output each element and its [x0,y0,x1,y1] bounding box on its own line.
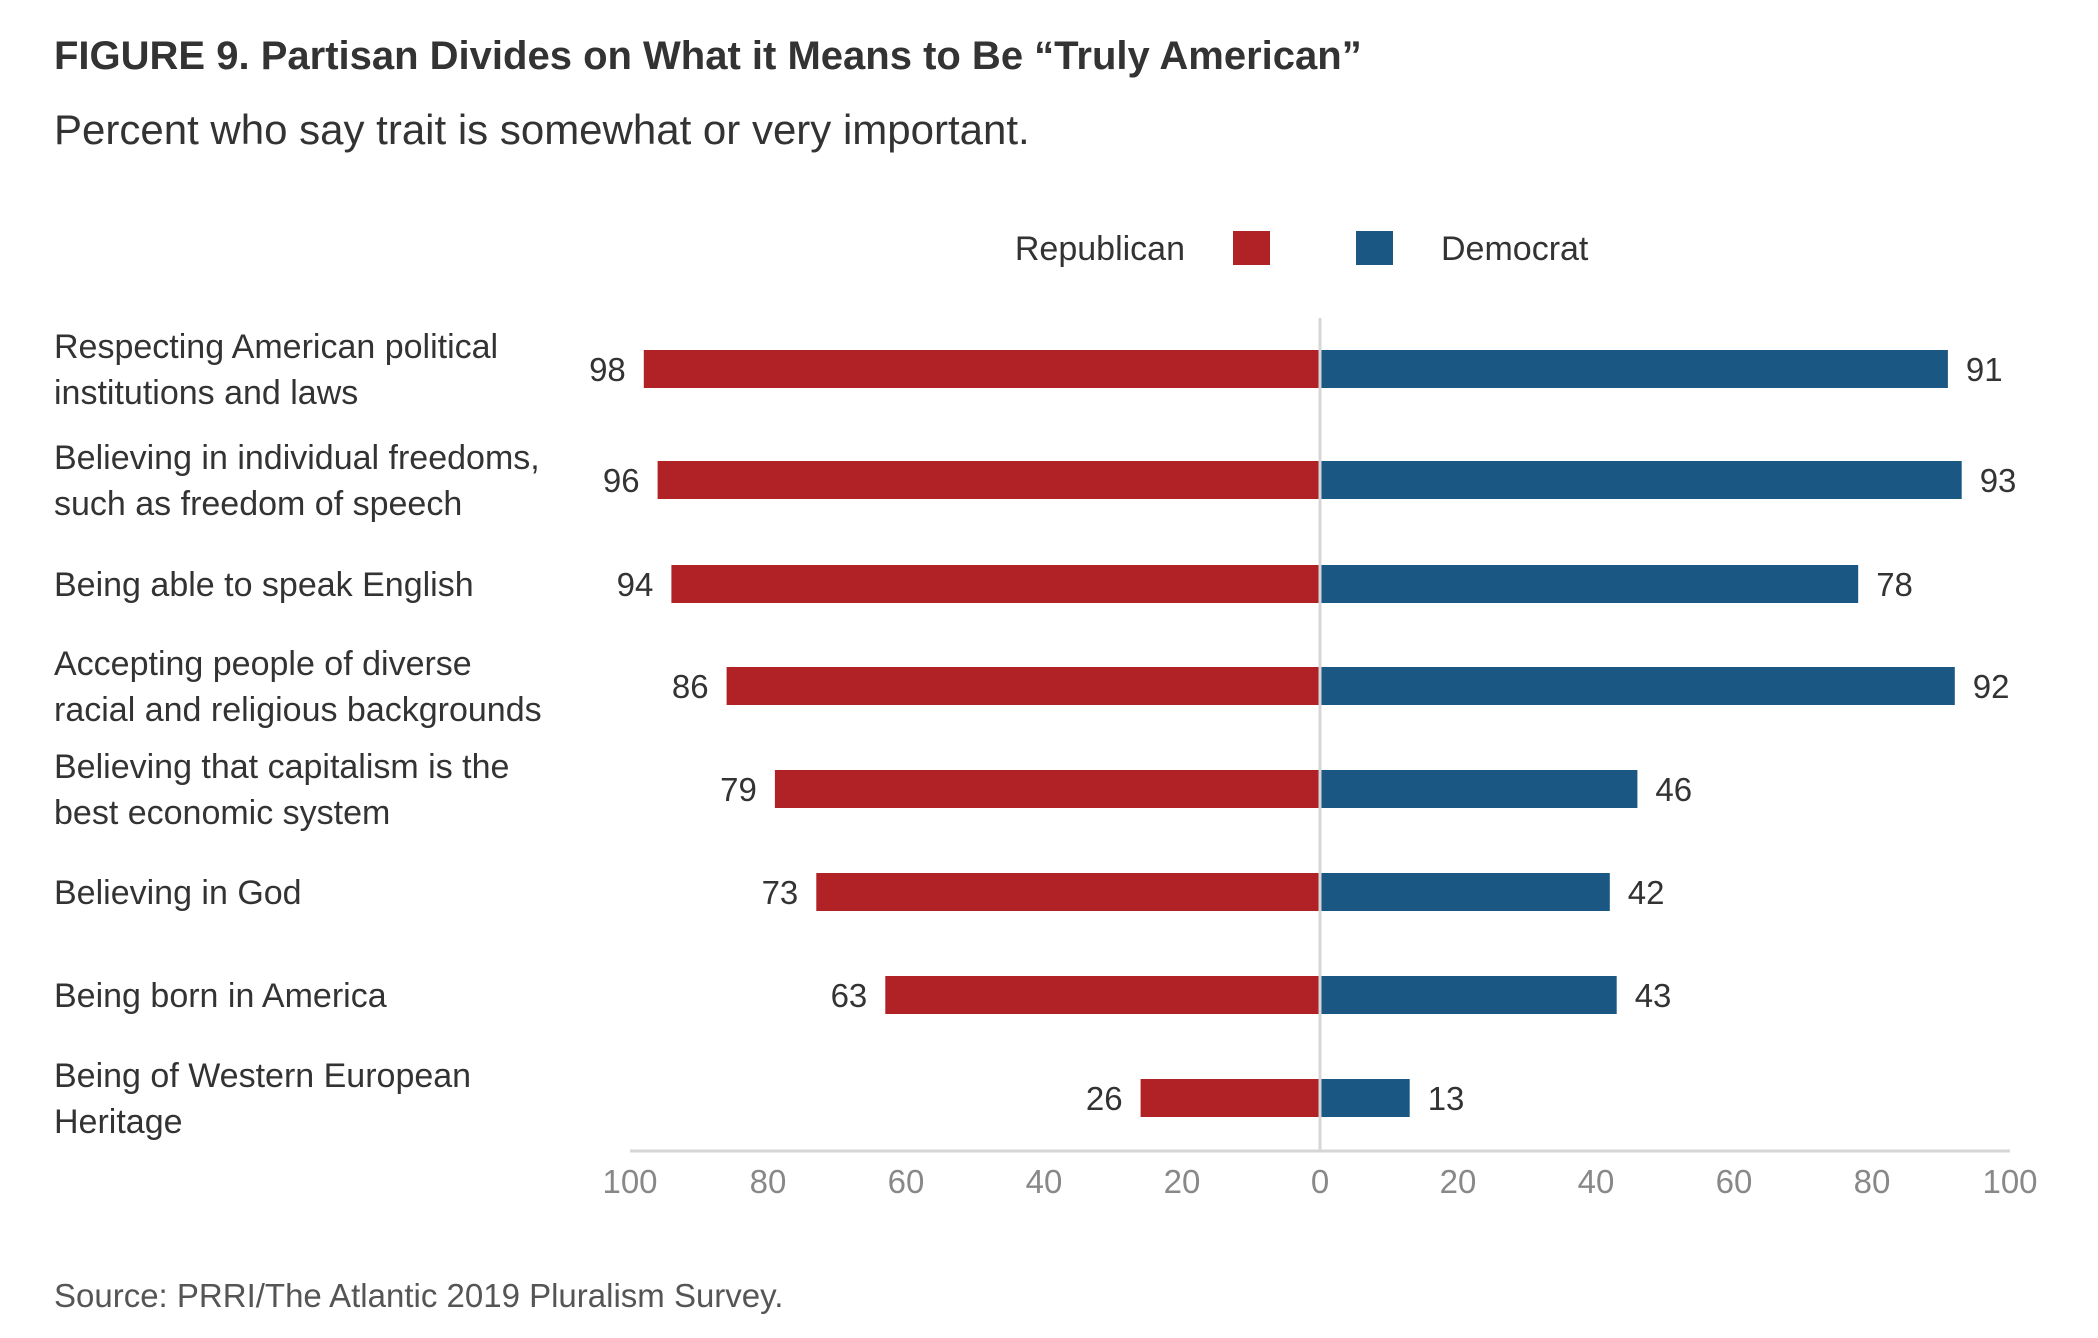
legend-swatch-democrat [1356,231,1393,265]
bar-democrat [1320,565,1859,603]
value-label-democrat: 43 [1635,977,1672,1014]
x-tick-label: 80 [750,1163,787,1200]
x-tick-label: 40 [1026,1163,1063,1200]
x-tick-label: 20 [1164,1163,1201,1200]
legend-label-democrat: Democrat [1441,230,1589,268]
value-label-democrat: 46 [1655,771,1692,808]
category-label: Being born in America [54,977,387,1015]
x-tick-label: 20 [1440,1163,1477,1200]
value-label-democrat: 91 [1966,351,2003,388]
category-label: such as freedom of speech [54,485,462,523]
legend-label-republican: Republican [1015,230,1185,268]
source-note: Source: PRRI/The Atlantic 2019 Pluralism… [54,1277,784,1314]
x-tick-label: 60 [888,1163,925,1200]
x-tick-label: 100 [1982,1163,2037,1200]
value-label-democrat: 93 [1980,462,2017,499]
category-label: Being able to speak English [54,566,474,604]
value-label-democrat: 42 [1628,874,1665,911]
value-label-republican: 96 [603,462,640,499]
value-label-republican: 94 [617,566,654,603]
value-label-republican: 63 [831,977,868,1014]
bar-democrat [1320,873,1610,911]
category-label: Believing in God [54,874,302,912]
value-label-democrat: 13 [1428,1080,1465,1117]
value-label-republican: 79 [720,771,757,808]
legend-swatch-republican [1233,231,1270,265]
chart-title: FIGURE 9. Partisan Divides on What it Me… [54,34,1362,78]
value-label-republican: 26 [1086,1080,1123,1117]
category-label: Believing in individual freedoms, [54,439,540,477]
bar-republican [657,461,1320,499]
x-tick-label: 40 [1578,1163,1615,1200]
bar-democrat [1320,770,1638,808]
category-label: Believing that capitalism is the [54,748,509,786]
bar-republican [643,350,1320,388]
value-label-republican: 73 [762,874,799,911]
category-label: racial and religious backgrounds [54,691,542,729]
x-tick-label: 100 [602,1163,657,1200]
category-label: Respecting American political [54,328,498,366]
bar-republican [816,873,1320,911]
category-label: Being of Western European [54,1057,471,1095]
x-tick-label: 60 [1716,1163,1753,1200]
category-label: institutions and laws [54,374,358,412]
value-label-republican: 98 [589,351,626,388]
chart-subtitle: Percent who say trait is somewhat or ver… [54,106,1030,153]
x-tick-label: 80 [1854,1163,1891,1200]
value-label-republican: 86 [672,668,709,705]
bar-democrat [1320,461,1962,499]
bar-republican [1140,1079,1320,1117]
bar-democrat [1320,976,1617,1014]
bar-republican [671,565,1320,603]
category-label: best economic system [54,794,390,832]
bar-democrat [1320,350,1948,388]
category-label: Accepting people of diverse [54,645,472,683]
bar-republican [726,667,1320,705]
value-label-democrat: 78 [1876,566,1913,603]
bar-democrat [1320,667,1955,705]
value-label-democrat: 92 [1973,668,2010,705]
x-tick-label: 0 [1311,1163,1329,1200]
bar-republican [885,976,1320,1014]
category-label: Heritage [54,1103,183,1141]
bar-democrat [1320,1079,1410,1117]
bar-republican [774,770,1320,808]
